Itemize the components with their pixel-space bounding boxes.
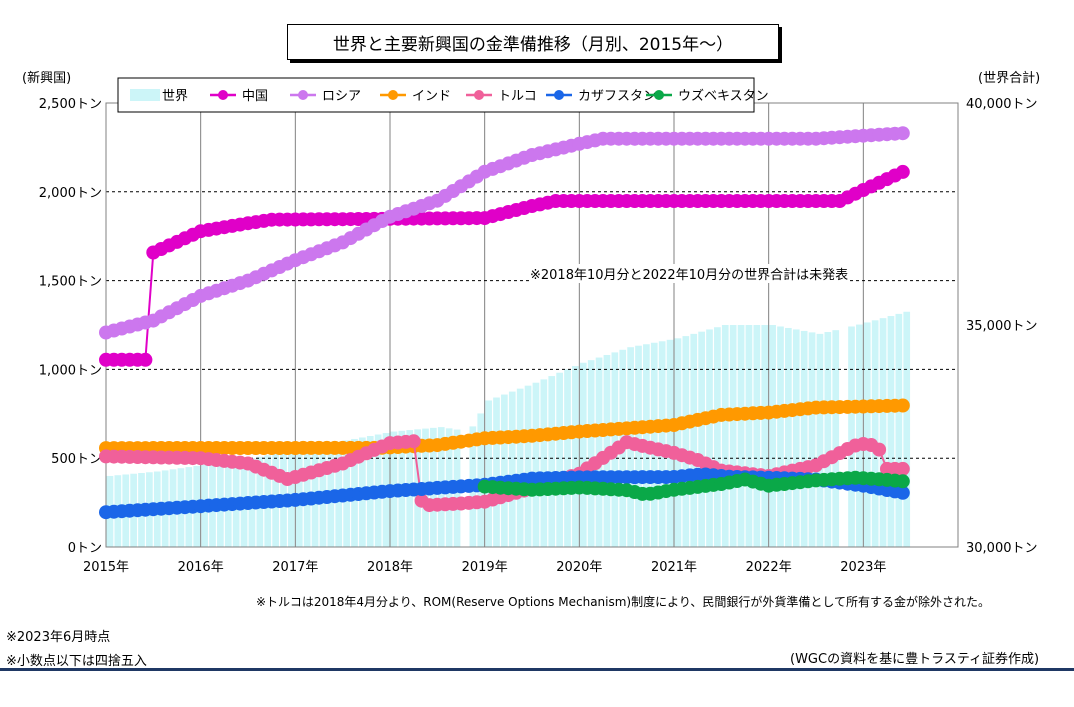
world-bar [579,362,587,547]
legend-label: トルコ [498,89,537,104]
left-tick-label: 500トン [51,452,102,467]
world-bar [737,325,745,547]
left-tick-label: 1,000トン [39,363,102,378]
world-bar [674,338,682,547]
world-bar [745,325,753,547]
turkey-note: ※トルコは2018年4月分より、ROM(Reserve Options Mech… [256,595,991,609]
world-bar [769,325,776,547]
world-bar [856,324,863,547]
series-marker [895,461,910,476]
right-axis-label: (世界合計) [978,71,1041,86]
world-bar [785,327,792,547]
world-bar [714,327,721,547]
world-bar [800,330,808,547]
footer-rule [0,668,1074,671]
left-axis-label: (新興国) [22,71,72,86]
x-tick-label: 2015年 [83,560,129,575]
x-tick-label: 2019年 [462,560,508,575]
axes: 0トン 500トン 1,000トン 1,500トン 2,000トン 2,500トン 30,0… [39,97,1038,575]
world-bar [808,332,816,547]
world-bar [863,322,871,547]
world-bar [761,325,769,547]
legend-marker [474,90,484,100]
left-tick-label: 1,500トン [39,275,102,290]
x-tick-label: 2023年 [840,560,886,575]
world-bar [777,326,784,547]
legend-label: 中国 [242,89,268,104]
x-tick-label: 2020年 [556,560,602,575]
legend-marker [388,90,398,100]
right-tick-label: 35,000トン [966,319,1038,334]
world-bar [690,333,698,547]
legend-label: ロシア [322,89,361,104]
x-tick-label: 2017年 [272,560,318,575]
world-bar [524,385,532,547]
x-tick-label: 2016年 [178,560,224,575]
world-bar [508,391,516,547]
x-tick-label: 2018年 [367,560,413,575]
series-lines [99,126,910,520]
world-bar [564,369,571,547]
legend-label: カザフスタン [578,89,656,104]
as-of-note: ※2023年6月時点 [6,630,111,645]
world-bar [848,326,855,547]
world-bar [895,313,903,547]
series-marker [895,485,910,500]
world-bar [548,376,556,547]
world-bar [587,360,595,547]
world-bar [792,329,800,547]
right-tick-label: 30,000トン [966,541,1038,556]
world-bar [721,325,729,547]
legend-swatch [130,89,160,101]
missing-data-annotation: ※2018年10月分と2022年10月分の世界合計は未発表 [530,264,849,283]
chart-title: 世界と主要新興国の金準備推移（月別、2015年～） [287,24,779,60]
left-tick-label: 2,500トン [39,97,102,112]
world-bar [532,382,540,547]
series-marker [895,474,910,489]
world-bar [501,394,508,547]
legend-marker [298,90,308,100]
world-bar [556,372,563,547]
legend-marker [218,90,228,100]
world-bar [871,320,879,547]
x-tick-label: 2022年 [746,560,792,575]
world-bar [682,336,690,547]
world-bar [572,366,579,547]
world-bars [106,311,911,547]
series-marker [406,434,421,449]
world-bar [698,331,705,547]
world-bar [903,311,911,547]
world-bar [887,316,895,547]
x-tick-label: 2021年 [651,560,697,575]
legend-label: ウズベキスタン [678,88,769,104]
world-bar [540,379,548,547]
world-bar [824,332,832,547]
series-marker [895,126,910,141]
legend-label: 世界 [162,89,188,104]
series-marker [872,442,887,457]
source-note: (WGCの資料を基に豊トラスティ証券作成) [790,652,1040,667]
right-tick-label: 40,000トン [966,97,1038,112]
world-bar [706,329,713,547]
world-bar [879,318,887,547]
series-marker [895,164,910,179]
left-tick-label: 0トン [68,541,102,556]
legend-marker [654,90,664,100]
world-bar [832,330,840,547]
world-bar [516,388,524,547]
series-marker [138,352,153,367]
legend-marker [554,90,564,100]
world-bar [753,325,761,547]
world-bar [729,325,737,547]
world-bar [493,397,500,547]
world-bar [485,400,492,547]
series-marker [895,398,910,413]
rounding-note: ※小数点以下は四捨五入 [6,654,147,669]
world-bar [666,339,674,547]
legend: 世界 中国 ロシア インド トルコ カザフスタン ウズベキスタン [117,77,769,113]
legend-label: インド [412,89,451,104]
world-bar [816,333,824,547]
left-tick-label: 2,000トン [39,186,102,201]
